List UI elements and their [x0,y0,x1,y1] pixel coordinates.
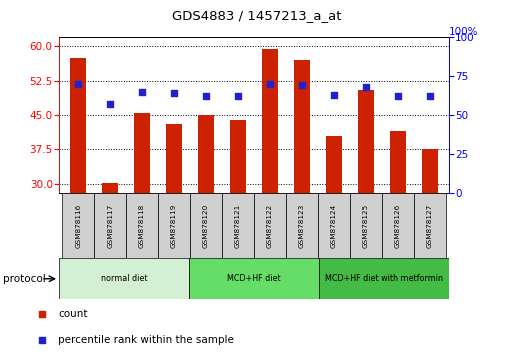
Bar [413,193,446,258]
Point [393,93,402,99]
Bar [326,136,342,193]
Bar [70,58,86,193]
Bar [230,120,246,193]
Bar [59,258,189,299]
Bar [350,193,382,258]
Text: GSM878123: GSM878123 [299,204,305,248]
Point [426,93,434,99]
Bar [126,193,158,258]
Text: GSM878125: GSM878125 [363,204,369,248]
Bar [319,258,449,299]
Text: 100%: 100% [449,27,479,37]
Bar [166,124,182,193]
Bar [318,193,350,258]
Bar [254,193,286,258]
Point [234,93,242,99]
Point [138,89,146,95]
Bar [422,149,438,193]
Text: GSM878126: GSM878126 [394,204,401,248]
Bar [134,113,150,193]
Text: percentile rank within the sample: percentile rank within the sample [58,335,234,345]
Bar [94,193,126,258]
Bar [390,131,406,193]
Point [202,93,210,99]
Bar [382,193,413,258]
Text: GSM878120: GSM878120 [203,204,209,248]
Bar [62,193,94,258]
Bar [189,258,319,299]
Point [37,337,46,343]
Bar [262,48,278,193]
Point [362,84,370,90]
Text: GSM878118: GSM878118 [139,204,145,248]
Text: GSM878117: GSM878117 [107,204,113,248]
Point [330,92,338,98]
Bar [222,193,254,258]
Text: GSM878116: GSM878116 [75,204,81,248]
Text: count: count [58,309,88,320]
Text: MCD+HF diet with metformin: MCD+HF diet with metformin [325,274,443,283]
Bar [198,115,214,193]
Bar [294,60,310,193]
Text: MCD+HF diet: MCD+HF diet [227,274,281,283]
Text: GSM878121: GSM878121 [235,204,241,248]
Text: GSM878119: GSM878119 [171,204,177,248]
Bar [286,193,318,258]
Point [106,101,114,107]
Bar [102,183,118,193]
Text: GDS4883 / 1457213_a_at: GDS4883 / 1457213_a_at [172,9,341,22]
Text: normal diet: normal diet [101,274,147,283]
Bar [158,193,190,258]
Text: GSM878127: GSM878127 [427,204,432,248]
Text: GSM878122: GSM878122 [267,204,273,248]
Point [266,81,274,87]
Point [37,312,46,317]
Point [298,82,306,88]
Bar [190,193,222,258]
Text: protocol: protocol [3,274,45,284]
Text: GSM878124: GSM878124 [331,204,337,248]
Point [170,90,178,96]
Point [74,81,82,87]
Bar [358,90,374,193]
